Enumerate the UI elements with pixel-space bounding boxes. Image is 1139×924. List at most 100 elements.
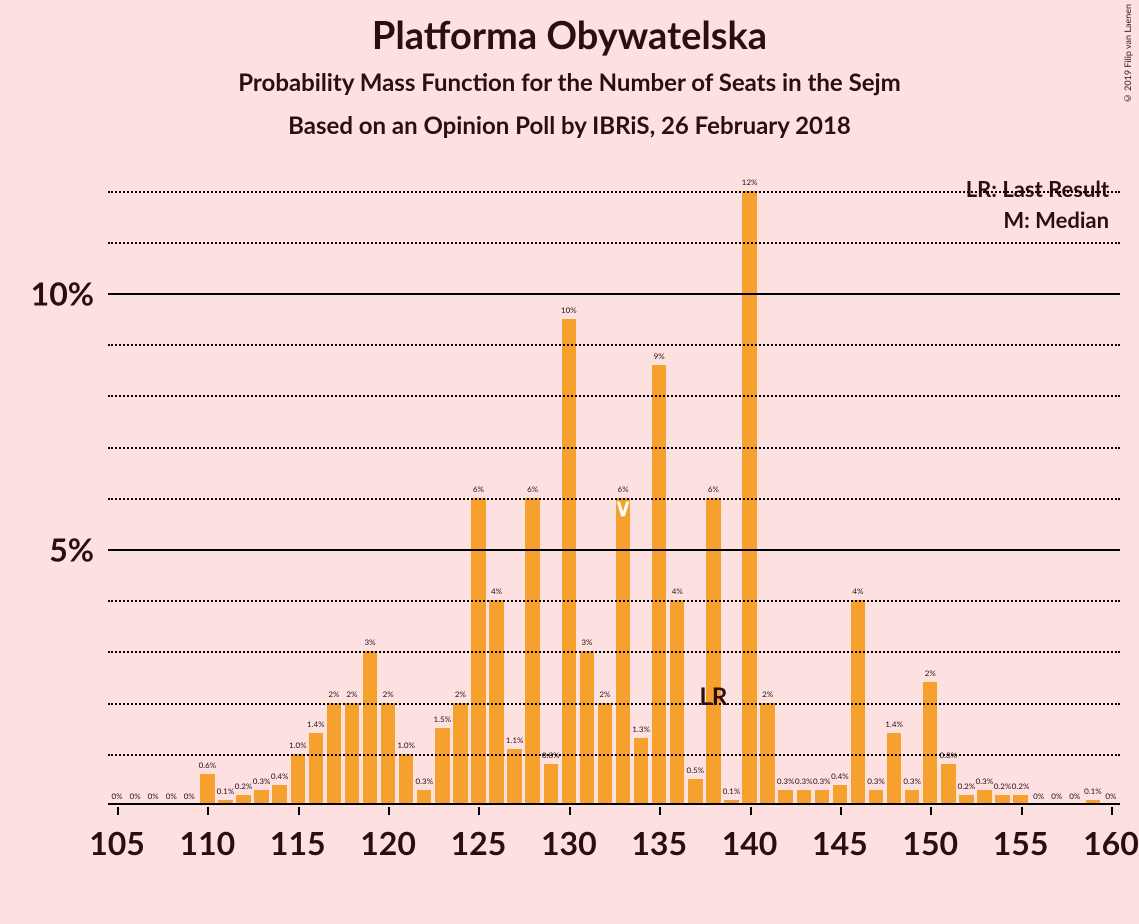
- bar-144: 0.3%: [813, 165, 831, 805]
- x-tick-label: 150: [902, 823, 958, 862]
- bar-146: 4%: [849, 165, 867, 805]
- bar-value-label: 1.0%: [289, 740, 307, 750]
- bar-131: 3%: [578, 165, 596, 805]
- bar-112: 0.2%: [235, 165, 253, 805]
- bar-value-label: 0.2%: [1012, 781, 1030, 791]
- bar-value-label: 6%: [473, 484, 484, 494]
- bar-124: 2%: [451, 165, 469, 805]
- bar-value-label: 0.3%: [903, 776, 921, 786]
- bar-value-label: 0.3%: [415, 776, 433, 786]
- bar-rect: [634, 738, 648, 805]
- bar-110: 0.6%: [198, 165, 216, 805]
- bar-value-label: 0.4%: [271, 771, 289, 781]
- bar-117: 2%: [325, 165, 343, 805]
- gridline-minor: [108, 498, 1120, 500]
- bar-value-label: 0.3%: [976, 776, 994, 786]
- bar-value-label: 1.3%: [632, 724, 650, 734]
- bar-value-label: 0.2%: [958, 781, 976, 791]
- bar-141: 2%: [759, 165, 777, 805]
- x-tick-label: 130: [541, 823, 597, 862]
- gridline-minor: [108, 344, 1120, 346]
- bar-142: 0.3%: [777, 165, 795, 805]
- bar-value-label: 0%: [112, 791, 123, 801]
- bar-155: 0.2%: [1012, 165, 1030, 805]
- bar-value-label: 0.2%: [994, 781, 1012, 791]
- x-tick-label: 110: [180, 823, 236, 862]
- bar-value-label: 0.1%: [1084, 786, 1102, 796]
- bar-120: 2%: [379, 165, 397, 805]
- bar-140: 12%: [741, 165, 759, 805]
- bar-value-label: 6%: [618, 484, 629, 494]
- bar-value-label: 0.1%: [217, 786, 235, 796]
- x-axis-line: [108, 803, 1120, 805]
- bar-rect: [833, 785, 847, 805]
- x-tick-mark: [117, 807, 119, 815]
- bar-rect: [291, 754, 305, 805]
- bar-value-label: 2%: [328, 689, 339, 699]
- bar-132: 2%: [596, 165, 614, 805]
- bar-rect: [923, 682, 937, 805]
- titles: Platforma Obywatelska Probability Mass F…: [0, 12, 1139, 140]
- bar-125: 6%: [469, 165, 487, 805]
- bar-value-label: 0.5%: [687, 765, 705, 775]
- bar-value-label: 0.1%: [723, 786, 741, 796]
- bar-value-label: 0%: [1069, 791, 1080, 801]
- x-tick-mark: [840, 807, 842, 815]
- chart-subtitle-2: Based on an Opinion Poll by IBRiS, 26 Fe…: [0, 111, 1139, 140]
- chart-container: © 2019 Filip van Laenen Platforma Obywat…: [0, 0, 1139, 924]
- x-tick-label: 115: [270, 823, 326, 862]
- bar-value-label: 4%: [672, 586, 683, 596]
- bar-rect: [272, 785, 286, 805]
- bar-value-label: 0.3%: [777, 776, 795, 786]
- bar-105: 0%: [108, 165, 126, 805]
- bar-106: 0%: [126, 165, 144, 805]
- bar-rect: [399, 754, 413, 805]
- x-ticks: 105110115120125130135140145150155160: [108, 807, 1120, 867]
- bar-157: 0%: [1048, 165, 1066, 805]
- bar-value-label: 2%: [383, 689, 394, 699]
- bar-145: 0.4%: [831, 165, 849, 805]
- bar-150: 2%: [921, 165, 939, 805]
- bar-119: 3%: [361, 165, 379, 805]
- bar-rect: [580, 651, 594, 805]
- bar-136: 4%: [668, 165, 686, 805]
- bar-114: 0.4%: [271, 165, 289, 805]
- bar-158: 0%: [1066, 165, 1084, 805]
- bar-160: 0%: [1102, 165, 1120, 805]
- bar-value-label: 3%: [581, 637, 592, 647]
- x-tick-label: 145: [812, 823, 868, 862]
- bar-111: 0.1%: [216, 165, 234, 805]
- bar-value-label: 1.4%: [885, 719, 903, 729]
- bar-rect: [309, 733, 323, 805]
- chart-title: Platforma Obywatelska: [0, 12, 1139, 58]
- bar-148: 1.4%: [885, 165, 903, 805]
- bar-value-label: 0%: [1105, 791, 1116, 801]
- x-tick-mark: [750, 807, 752, 815]
- gridline-minor: [108, 191, 1120, 193]
- bar-value-label: 2%: [762, 689, 773, 699]
- bar-113: 0.3%: [253, 165, 271, 805]
- bar-value-label: 0%: [130, 791, 141, 801]
- x-tick-mark: [1021, 807, 1023, 815]
- bar-rect: [652, 365, 666, 805]
- bar-value-label: 4%: [852, 586, 863, 596]
- bar-value-label: 1.4%: [307, 719, 325, 729]
- bar-109: 0%: [180, 165, 198, 805]
- bar-151: 0.8%: [939, 165, 957, 805]
- x-tick-label: 155: [993, 823, 1049, 862]
- bar-129: 0.8%: [542, 165, 560, 805]
- bar-value-label: 2%: [346, 689, 357, 699]
- bar-159: 0.1%: [1084, 165, 1102, 805]
- bar-135: 9%: [650, 165, 668, 805]
- bar-rect: [887, 733, 901, 805]
- bar-123: 1.5%: [433, 165, 451, 805]
- bar-value-label: 0%: [1051, 791, 1062, 801]
- bar-149: 0.3%: [903, 165, 921, 805]
- bar-value-label: 0.4%: [831, 771, 849, 781]
- bar-134: 1.3%: [632, 165, 650, 805]
- bar-value-label: 1.5%: [434, 714, 452, 724]
- chart-subtitle-1: Probability Mass Function for the Number…: [0, 68, 1139, 97]
- bar-value-label: 0.6%: [199, 760, 217, 770]
- bar-value-label: 0.3%: [795, 776, 813, 786]
- x-tick-mark: [659, 807, 661, 815]
